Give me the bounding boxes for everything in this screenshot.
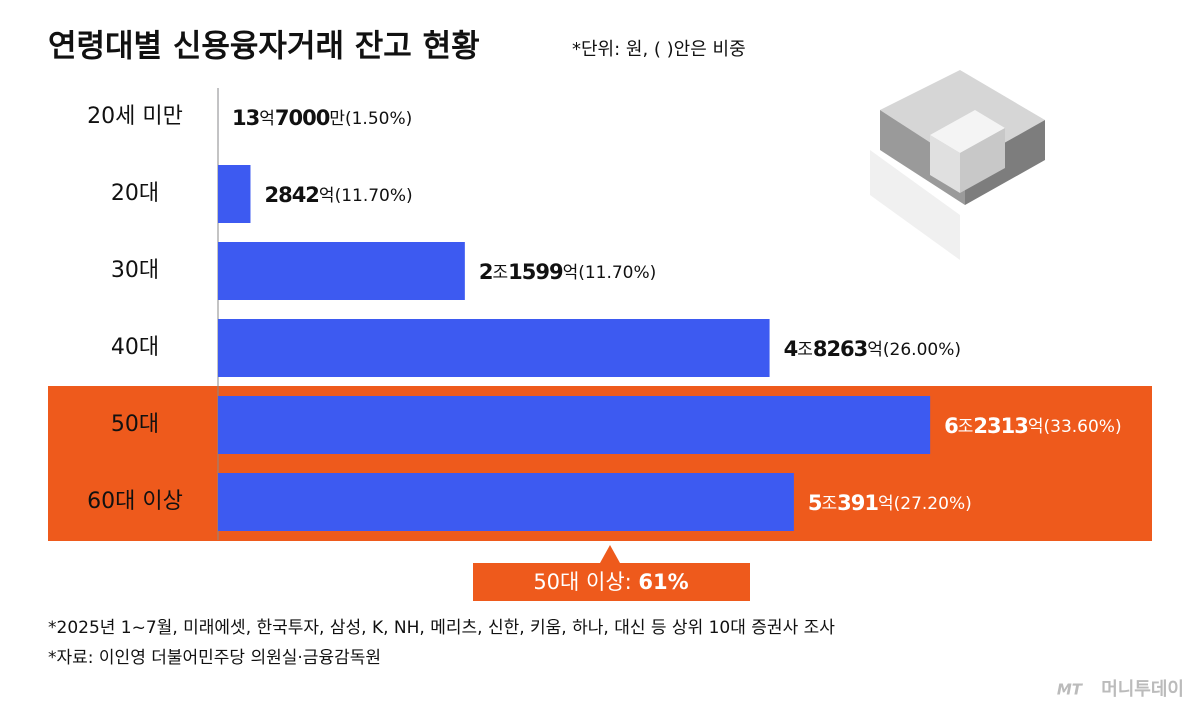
callout-text: 50대 이상: 61% — [533, 570, 688, 594]
bar — [218, 396, 931, 454]
data-label: 2조1599억(11.70%) — [479, 260, 656, 284]
logo-text: 머니투데이 — [1101, 679, 1184, 700]
category-label: 20세 미만 — [87, 104, 183, 129]
value-label: 4조8263억 — [784, 337, 883, 361]
category-label: 50대 — [111, 412, 159, 437]
share-label: (27.20%) — [894, 494, 972, 514]
callout-pointer — [600, 545, 620, 563]
bar — [218, 473, 794, 531]
data-label: 2842억(11.70%) — [264, 183, 412, 207]
chart-title: 연령대별 신용융자거래 잔고 현황 — [48, 29, 480, 65]
value-label: 6조2313억 — [944, 414, 1043, 438]
bar — [218, 319, 770, 377]
footnote: *2025년 1~7월, 미래에셋, 한국투자, 삼성, K, NH, 메리츠,… — [48, 618, 835, 638]
data-label: 6조2313억(33.60%) — [944, 414, 1121, 438]
category-label: 40대 — [111, 335, 159, 360]
value-label: 5조391억 — [808, 491, 894, 515]
share-label: (33.60%) — [1044, 417, 1122, 437]
share-label: (11.70%) — [335, 186, 413, 206]
value-label: 2842억 — [264, 183, 334, 207]
footnote: *자료: 이인영 더불어민주당 의원실·금융감독원 — [48, 648, 381, 668]
bar — [218, 242, 465, 300]
chart-subtitle: *단위: 원, ( )안은 비중 — [572, 39, 746, 60]
data-label: 13억7000만(1.50%) — [232, 106, 412, 130]
value-label: 13억7000만 — [232, 106, 345, 130]
data-label: 4조8263억(26.00%) — [784, 337, 961, 361]
category-label: 30대 — [111, 258, 159, 283]
share-label: (1.50%) — [345, 109, 412, 129]
share-label: (11.70%) — [578, 263, 656, 283]
money-illustration — [870, 70, 1045, 260]
share-label: (26.00%) — [883, 340, 961, 360]
callout-box — [473, 563, 750, 601]
data-label: 5조391억(27.20%) — [808, 491, 972, 515]
bar — [218, 165, 251, 223]
value-label: 2조1599억 — [479, 260, 578, 284]
logo-mark: MT — [1057, 681, 1084, 699]
category-label: 20대 — [111, 181, 159, 206]
category-label: 60대 이상 — [87, 489, 183, 514]
